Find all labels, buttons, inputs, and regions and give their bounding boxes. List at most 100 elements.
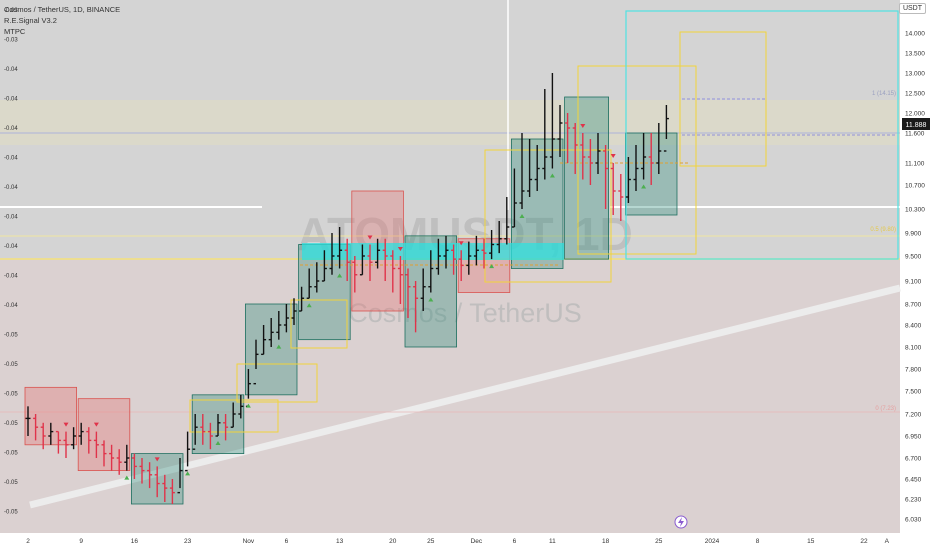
yellow-box: [484, 149, 612, 283]
time-tick-label: 8: [756, 538, 760, 545]
right-tick-label: 8.100: [905, 345, 922, 352]
right-tick-label: 13.500: [905, 51, 925, 58]
signal-arrow: [428, 297, 434, 302]
left-tick-label: -0.04: [4, 244, 18, 250]
right-tick-label: 6.450: [905, 477, 922, 484]
bottom-axis-panel: [0, 533, 932, 550]
time-tick-label: 22: [860, 538, 868, 545]
right-tick-label: 11.100: [905, 161, 925, 168]
signal-arrow: [63, 422, 69, 427]
time-tick-label: 6: [513, 538, 517, 545]
time-tick-label: A: [885, 538, 890, 545]
time-tick-label: 18: [602, 538, 610, 545]
left-tick-label: -0.05: [4, 421, 18, 427]
signal-arrow: [124, 475, 130, 480]
signal-arrow: [580, 124, 586, 128]
symbol-title[interactable]: Cosmos / TetherUS, 1D, BINANCE: [4, 5, 121, 14]
time-tick-label: 11: [549, 538, 556, 545]
yellow-box: [236, 363, 318, 403]
signal-arrow: [93, 422, 99, 427]
left-tick-label: -0.04: [4, 185, 18, 191]
left-tick-label: -0.05: [4, 333, 18, 339]
right-tick-label: 11.600: [905, 131, 925, 138]
time-tick-label: 2024: [705, 538, 720, 545]
left-tick-label: -0.05: [4, 480, 18, 486]
left-tick-label: -0.03: [4, 38, 18, 44]
right-axis-panel: [900, 0, 932, 550]
left-tick-label: -0.03: [4, 8, 18, 14]
time-tick-label: 15: [807, 538, 815, 545]
cyan-box: [625, 10, 899, 260]
right-tick-label: 7.200: [905, 412, 922, 419]
fib-low-label: 0 (7.23): [875, 406, 896, 412]
time-tick-label: 23: [184, 538, 192, 545]
right-tick-label: 13.000: [905, 71, 925, 78]
signal-arrow: [245, 403, 251, 408]
signal-arrow: [549, 173, 555, 178]
signal-arrow: [154, 457, 160, 462]
left-tick-label: -0.05: [4, 362, 18, 368]
left-tick-label: -0.04: [4, 126, 18, 132]
time-tick-label: Nov: [243, 538, 255, 545]
time-tick-label: 6: [285, 538, 289, 545]
time-tick-label: 25: [655, 538, 663, 545]
time-tick-label: 13: [336, 538, 344, 545]
left-tick-label: -0.04: [4, 215, 18, 221]
time-tick-label: 2: [26, 538, 30, 545]
watermark-name: Cosmos / TetherUS: [348, 298, 582, 328]
yellow-box: [189, 399, 279, 433]
left-tick-label: -0.05: [4, 510, 18, 516]
signal-arrow: [489, 264, 495, 269]
right-tick-label: 10.300: [905, 207, 925, 214]
fib-mid-label: 0.5 (9.80): [870, 227, 896, 233]
time-tick-label: 25: [427, 538, 435, 545]
fib-top-label: 1 (14.15): [872, 91, 896, 97]
signal-arrow: [337, 273, 343, 278]
candles: [25, 73, 669, 504]
yellow-box: [290, 299, 348, 349]
right-tick-label: 9.100: [905, 279, 922, 286]
right-tick-label: 6.950: [905, 434, 922, 441]
right-tick-label: 6.030: [905, 517, 922, 524]
time-tick-label: 16: [131, 538, 139, 545]
top-zone: [0, 100, 900, 145]
chart-legend: Cosmos / TetherUS, 1D, BINANCE R.E.Signa…: [4, 4, 120, 37]
cyan-band: [302, 243, 564, 260]
time-tick-label: 20: [389, 538, 397, 545]
currency-badge[interactable]: USDT: [898, 3, 926, 14]
right-tick-label: 6.230: [905, 497, 922, 504]
right-tick-label: 9.900: [905, 231, 922, 238]
right-tick-label: 8.700: [905, 302, 922, 309]
left-tick-label: -0.04: [4, 274, 18, 280]
right-tick-label: 12.000: [905, 111, 925, 118]
yellow-box: [679, 31, 767, 167]
right-price-axis[interactable]: 14.000 13.500 13.000 12.500 12.000 11.600 11.1…: [905, 31, 925, 524]
signal-arrow: [610, 154, 616, 158]
last-price-value: 11.888: [906, 122, 927, 129]
time-tick-label: 9: [79, 538, 83, 545]
signal-box: [244, 303, 298, 396]
time-tick-label: Dec: [471, 538, 483, 545]
right-tick-label: 6.700: [905, 456, 922, 463]
signal-arrow: [458, 241, 464, 246]
left-tick-label: -0.04: [4, 303, 18, 309]
left-tick-label: -0.04: [4, 156, 18, 162]
time-axis[interactable]: 2 9 16 23 Nov 6 13 20 25 Dec 6 11 18 25 2024 8 15 22 A: [26, 538, 889, 545]
right-tick-label: 8.400: [905, 323, 922, 330]
left-tick-label: -0.04: [4, 67, 18, 73]
signal-arrow: [641, 184, 647, 189]
signal-arrow: [185, 471, 191, 476]
trend-line[interactable]: [29, 284, 901, 509]
left-tick-label: -0.04: [4, 97, 18, 103]
signal-arrow: [367, 235, 373, 240]
left-axis[interactable]: -0.03 -0.03 -0.04 -0.04 -0.04 -0.04 -0.04 -0.04…: [4, 8, 18, 516]
indicator-1[interactable]: R.E.Signal V3.2: [4, 16, 57, 25]
last-price-tag: [902, 118, 930, 130]
indicator-2[interactable]: MTPC: [4, 27, 26, 36]
signal-arrow: [276, 344, 282, 349]
right-tick-label: 9.500: [905, 254, 922, 261]
right-tick-label: 7.800: [905, 367, 922, 374]
right-tick-label: 7.500: [905, 389, 922, 396]
